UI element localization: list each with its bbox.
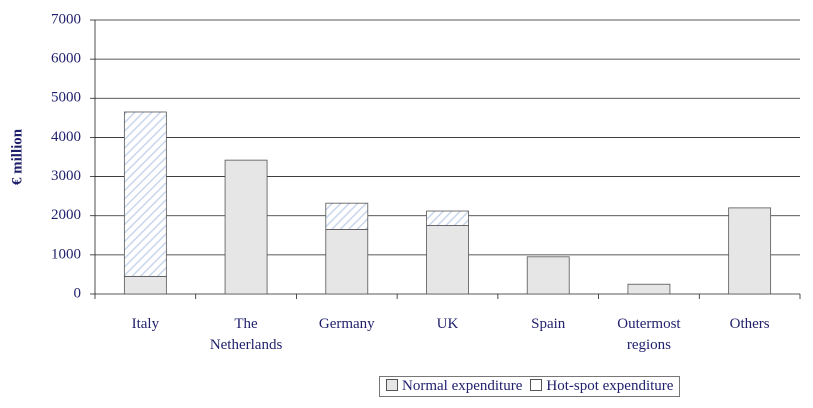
legend-label: Hot-spot expenditure	[546, 378, 674, 394]
legend: Normal expenditure Hot-spot expenditure	[379, 376, 681, 397]
bar-segment	[123, 275, 167, 295]
legend-swatch	[386, 379, 398, 391]
x-tick-label: Italy	[131, 316, 160, 332]
bar-segment	[526, 256, 570, 295]
x-tick-label: The Netherlands	[209, 316, 283, 353]
y-tick-label: 5000	[51, 90, 81, 106]
legend-swatch	[530, 379, 543, 391]
bar-segment	[325, 229, 369, 295]
bar-segment	[627, 283, 671, 295]
y-tick-label: 1000	[51, 246, 81, 262]
x-tick-label: Germany	[318, 316, 375, 332]
legend-item: Normal expenditure	[386, 378, 522, 395]
y-tick-label: 7000	[51, 11, 81, 27]
x-tick-label: Outermost regions	[617, 316, 681, 353]
y-tick-label: 4000	[51, 129, 81, 145]
bar-segment	[325, 202, 369, 230]
legend-item: Hot-spot expenditure	[530, 378, 673, 395]
bar-segment	[224, 159, 268, 295]
y-tick-label: 2000	[51, 207, 81, 223]
y-tick-label: 0	[74, 285, 82, 301]
y-tick-label: 3000	[51, 168, 81, 184]
legend-label: Normal expenditure	[402, 378, 523, 394]
bar-segment	[426, 210, 469, 226]
bar-segment	[728, 207, 772, 295]
x-tick-label: UK	[436, 316, 459, 332]
y-tick-label: 6000	[51, 51, 81, 67]
bar-segment	[426, 225, 469, 295]
y-axis-label: € million	[9, 128, 25, 185]
x-tick-label: Spain	[531, 316, 566, 332]
bar-segment	[123, 111, 167, 277]
x-tick-label: Others	[729, 316, 770, 332]
